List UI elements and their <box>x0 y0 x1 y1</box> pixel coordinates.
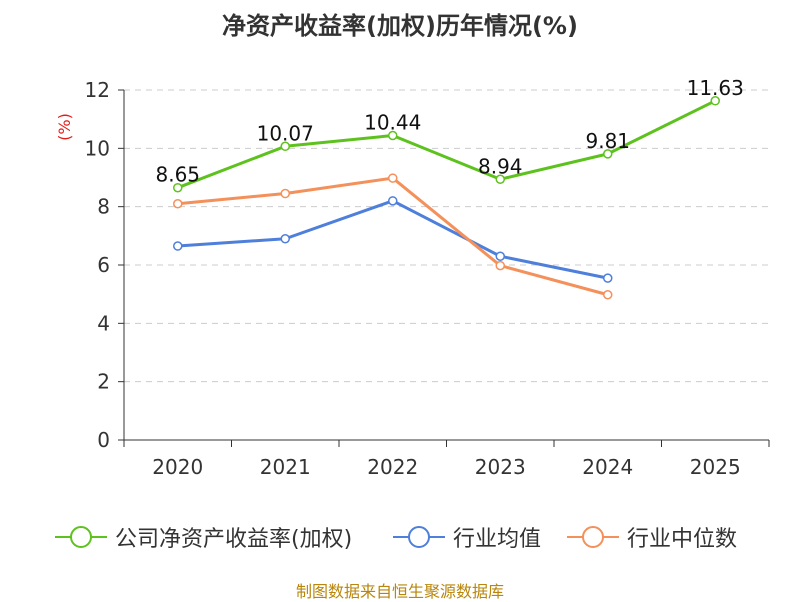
data-point <box>388 173 398 183</box>
y-tick-label: 8 <box>97 195 110 219</box>
series-line-1 <box>177 199 609 280</box>
legend-label-company: 公司净资产收益率(加权) <box>115 527 353 552</box>
data-point <box>280 188 290 199</box>
series-line-2 <box>177 176 609 297</box>
data-label: 10.07 <box>257 121 314 145</box>
series-lines <box>173 96 720 300</box>
legend-swatch-company <box>55 525 107 549</box>
legend: 公司净资产收益率(加权) 行业均值 行业中位数 <box>0 520 800 554</box>
data-label: 11.63 <box>687 76 744 100</box>
y-tick-label: 6 <box>97 253 110 277</box>
data-label: 9.81 <box>585 129 630 153</box>
series-line-0 <box>177 99 716 190</box>
y-tick-label: 0 <box>97 428 110 452</box>
x-tick-label: 2022 <box>367 455 418 479</box>
legend-label-industry-median: 行业中位数 <box>627 527 738 552</box>
data-point <box>173 241 183 251</box>
chart-title: 净资产收益率(加权)历年情况(%) <box>222 12 578 40</box>
x-tick-label: 2021 <box>260 455 311 479</box>
legend-item-company[interactable]: 公司净资产收益率(加权) <box>55 520 352 554</box>
x-tick-label: 2025 <box>690 455 741 479</box>
y-tick-label: 4 <box>97 311 110 335</box>
data-point <box>603 149 613 159</box>
data-point <box>173 199 183 209</box>
data-point <box>388 196 398 206</box>
data-point <box>173 182 183 193</box>
data-label: 10.44 <box>364 111 421 135</box>
data-point <box>388 130 398 141</box>
data-point <box>603 290 613 300</box>
data-point <box>603 273 613 283</box>
data-point <box>280 234 290 244</box>
data-point <box>280 141 290 152</box>
legend-item-industry-mean[interactable]: 行业均值 <box>393 520 541 554</box>
y-tick-label: 2 <box>97 370 110 394</box>
x-axis-ticks: 2020 2021 2022 2023 2024 2025 <box>123 440 770 479</box>
data-point <box>710 96 720 106</box>
data-labels: 8.65 10.07 10.44 8.94 9.81 11.63 <box>155 76 743 187</box>
data-point <box>495 260 505 271</box>
x-tick-label: 2023 <box>475 455 526 479</box>
legend-label-industry-mean: 行业均值 <box>453 527 542 552</box>
data-label: 8.65 <box>155 163 200 187</box>
y-axis-ticks: 0 2 4 6 8 10 12 <box>85 78 124 452</box>
data-point <box>495 251 505 261</box>
y-tick-label: 10 <box>85 136 110 160</box>
x-tick-label: 2020 <box>152 455 203 479</box>
data-point <box>495 174 505 184</box>
source-note: 制图数据来自恒生聚源数据库 <box>295 582 504 601</box>
legend-item-industry-median[interactable]: 行业中位数 <box>567 520 737 554</box>
x-tick-label: 2024 <box>582 455 633 479</box>
legend-swatch-industry-median <box>567 525 619 549</box>
data-label: 8.94 <box>478 154 523 178</box>
legend-swatch-industry-mean <box>393 525 445 549</box>
grid-lines <box>124 89 769 383</box>
y-tick-label: 12 <box>85 78 110 102</box>
y-axis-label: (%) <box>55 113 74 141</box>
